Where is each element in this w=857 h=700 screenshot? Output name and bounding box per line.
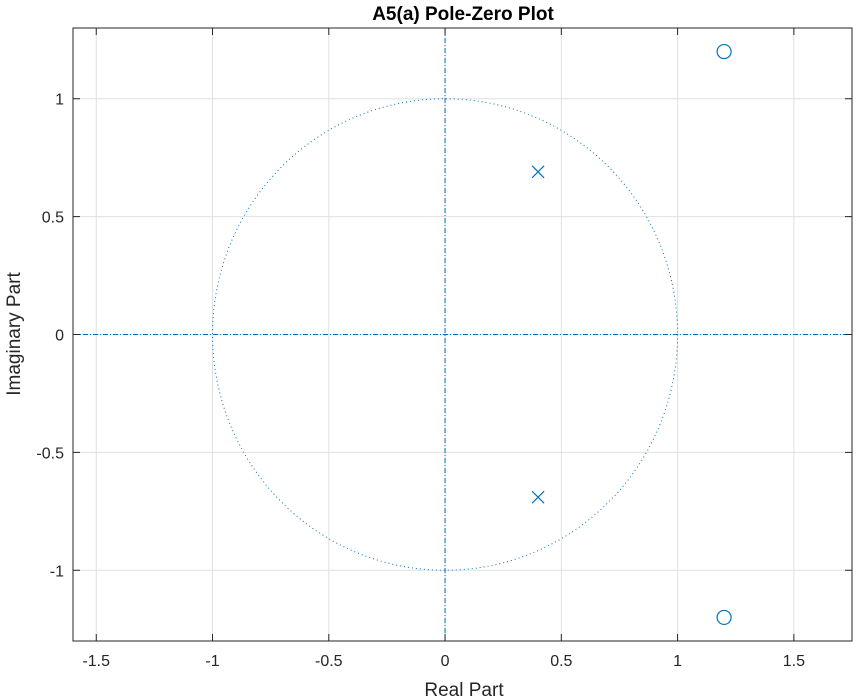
- x-tick-label: -0.5: [315, 653, 343, 670]
- x-tick-label: 1.5: [783, 653, 805, 670]
- data-marks: [531, 43, 732, 626]
- x-tick-labels: -1.5 -1 -0.5 0 0.5 1 1.5: [82, 653, 805, 670]
- y-axis-label: Imaginary Part: [4, 272, 25, 396]
- y-tick-label: 1: [55, 92, 64, 109]
- x-tick-label: -1.5: [82, 653, 110, 670]
- pole-stroke: [531, 490, 545, 504]
- chart-title: A5(a) Pole-Zero Plot: [372, 4, 554, 25]
- x-tick-label: 0: [441, 653, 450, 670]
- y-tick-label: -0.5: [36, 445, 64, 462]
- x-tick-label: -1: [205, 653, 219, 670]
- tick-marks: [73, 28, 852, 641]
- guide-lines: [73, 28, 852, 641]
- x-axis-label: Real Part: [424, 680, 504, 700]
- y-tick-labels: -1 -0.5 0 0.5 1: [36, 92, 64, 581]
- x-tick-label: 1: [673, 653, 682, 670]
- pole-stroke: [531, 165, 545, 179]
- unit-circle: [212, 98, 679, 571]
- zero-marker: [716, 43, 732, 60]
- x-tick-label: 0.5: [550, 653, 572, 670]
- y-tick-label: 0: [55, 328, 64, 345]
- y-tick-label: 0.5: [42, 210, 64, 227]
- y-tick-label: -1: [50, 563, 64, 580]
- zero-marker: [716, 609, 732, 626]
- pole-marker: [531, 490, 545, 504]
- pole-marker: [531, 165, 545, 179]
